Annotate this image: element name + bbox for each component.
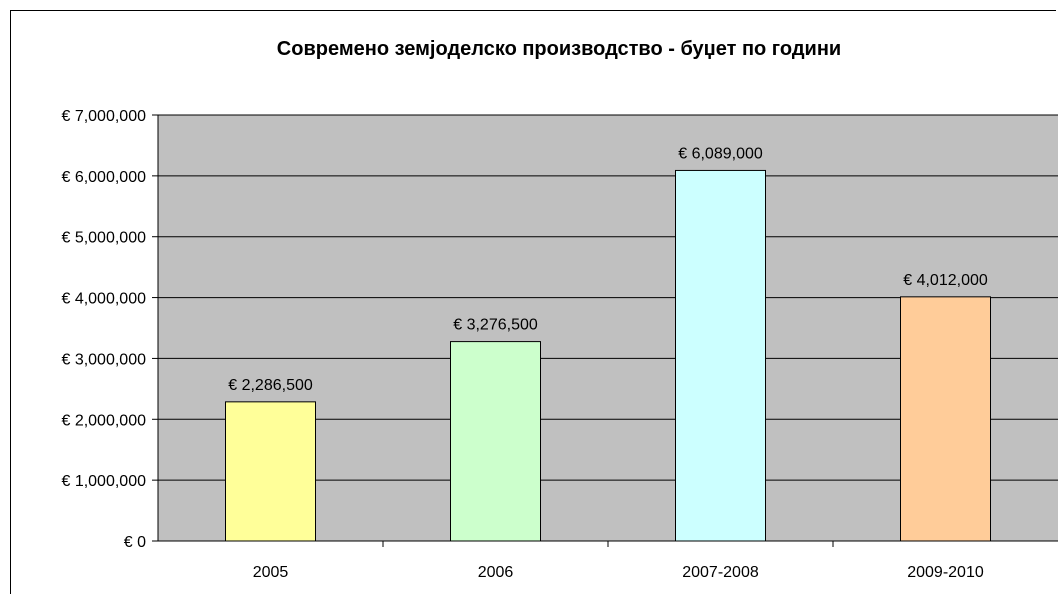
bar: [450, 341, 541, 542]
x-tick-label: 2009-2010: [907, 564, 984, 581]
y-tick-label: € 0: [124, 534, 146, 551]
y-tick-label: € 4,000,000: [61, 291, 146, 308]
bar: [225, 401, 316, 542]
y-tick-label: € 1,000,000: [61, 473, 146, 490]
data-label: € 6,089,000: [678, 145, 763, 162]
bar: [675, 169, 766, 542]
y-tick-label: € 3,000,000: [61, 351, 146, 368]
data-label: € 3,276,500: [453, 317, 538, 334]
plot-area: € 0 € 1,000,000 € 2,000,000 € 3,000,000 € 4,…: [61, 108, 1058, 581]
chart-title: Современо земјоделско производство - буџ…: [277, 38, 841, 60]
x-tick-label: 2007-2008: [682, 564, 759, 581]
bar: [900, 296, 991, 542]
data-label: € 2,286,500: [228, 377, 313, 394]
y-tick-label: € 2,000,000: [61, 412, 146, 429]
x-tick-label: 2005: [253, 564, 289, 581]
y-tick-label: € 7,000,000: [61, 108, 146, 125]
x-tick-label: 2006: [478, 564, 514, 581]
data-label: € 4,012,000: [903, 272, 988, 289]
y-tick-label: € 5,000,000: [61, 230, 146, 247]
y-tick-label: € 6,000,000: [61, 169, 146, 186]
